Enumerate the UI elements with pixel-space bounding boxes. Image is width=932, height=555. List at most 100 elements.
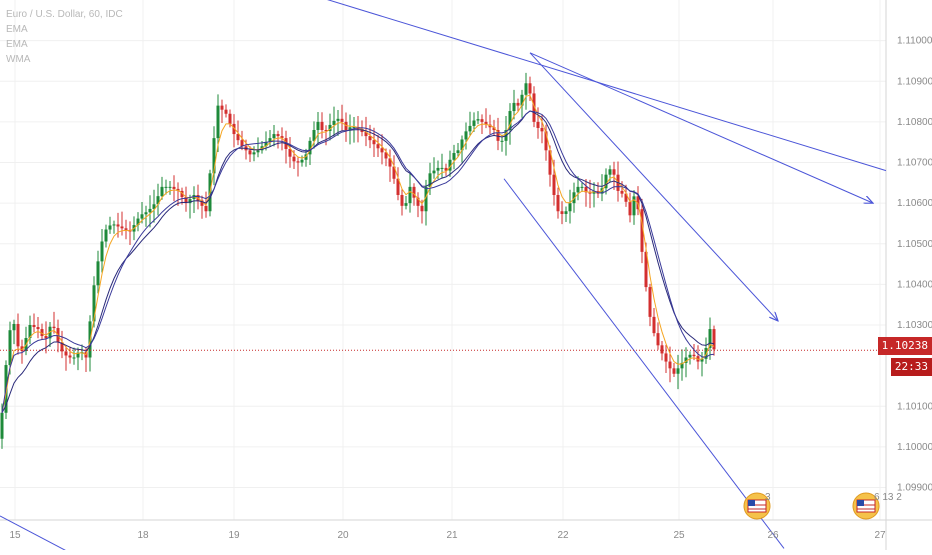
candle-body [568, 203, 572, 212]
candle-body [8, 330, 12, 366]
candle-body [232, 123, 236, 135]
candle [216, 94, 220, 152]
candle [212, 126, 216, 186]
candle-body [660, 345, 664, 354]
candle [556, 187, 560, 219]
candle [68, 346, 72, 364]
candle-body [120, 226, 124, 229]
candle [72, 347, 76, 365]
y-tick-label: 1.10300 [897, 320, 932, 331]
candle [684, 347, 688, 378]
candle-body [688, 354, 692, 358]
candle-body [672, 368, 676, 374]
candle-body [28, 325, 32, 338]
candle [568, 189, 572, 224]
flag-canton [857, 500, 864, 506]
candle [700, 351, 704, 377]
candle-body [528, 83, 532, 94]
candle [360, 120, 364, 137]
economic-event-icon[interactable]: 6 13 2 [852, 492, 902, 520]
candle-body [572, 192, 576, 204]
candle-body [456, 150, 460, 154]
x-tick-label: 21 [446, 530, 458, 541]
candle [708, 317, 712, 360]
candle-body [96, 261, 100, 286]
candle-body [620, 190, 624, 194]
candle-body [388, 158, 392, 167]
trendline [503, 178, 785, 549]
candle [164, 179, 168, 195]
candle [432, 157, 436, 179]
candle [120, 211, 124, 236]
candle-body [372, 140, 376, 145]
candle-body [476, 119, 480, 121]
candle [16, 313, 20, 355]
candle-body [532, 93, 536, 122]
candle-body [36, 327, 40, 330]
candle [600, 174, 604, 202]
candle [184, 186, 188, 212]
candle-body [108, 225, 112, 230]
candle [628, 192, 632, 223]
candle-body [644, 251, 648, 288]
ema-slow-line [1, 110, 715, 414]
candle-body [588, 192, 592, 194]
candle [180, 187, 184, 205]
ema-fast-line [1, 94, 715, 413]
candle [100, 228, 104, 273]
candle [440, 153, 444, 179]
candle [592, 182, 596, 208]
candle-body [264, 142, 268, 147]
candle-body [328, 124, 332, 132]
y-tick-label: 1.10500 [897, 239, 932, 250]
candle-body [316, 121, 320, 130]
grid-lines [0, 0, 886, 520]
candle [580, 182, 584, 192]
candle-body [712, 329, 716, 350]
candle-body [664, 353, 668, 362]
candle [340, 104, 344, 131]
candle-body [560, 211, 564, 214]
candle-body [140, 214, 144, 219]
candle [232, 114, 236, 148]
candle [256, 137, 260, 158]
candle [188, 194, 192, 219]
candle-body [104, 229, 108, 242]
candle [376, 134, 380, 157]
candle-body [320, 121, 324, 130]
y-tick-label: 1.10800 [897, 117, 932, 128]
candle [512, 89, 516, 120]
candle [488, 114, 492, 134]
candle [608, 165, 612, 183]
candle-body [248, 150, 252, 155]
candle-body [100, 241, 104, 262]
candle-body [124, 228, 128, 230]
candle-body [20, 346, 24, 351]
candle [604, 168, 608, 195]
event-count-label: 6 13 2 [874, 492, 902, 503]
candle-body [332, 120, 336, 125]
candle-body [184, 197, 188, 204]
candle [456, 143, 460, 157]
candle [252, 146, 256, 162]
candle [276, 130, 280, 149]
candle-body [68, 355, 72, 358]
candle [448, 150, 452, 177]
candle-body [692, 354, 696, 357]
candle-body [360, 128, 364, 133]
candle-body [464, 131, 468, 140]
candle-body [164, 186, 168, 188]
candle-body [580, 186, 584, 188]
candle [464, 122, 468, 150]
candle [108, 216, 112, 234]
candle-body [76, 352, 80, 358]
economic-event-icon[interactable]: 3 [743, 492, 771, 520]
candle [392, 155, 396, 184]
candle-body [64, 351, 68, 356]
candle [176, 182, 180, 206]
candle-body [256, 150, 260, 153]
candle-body [200, 200, 204, 206]
candle [416, 192, 420, 218]
